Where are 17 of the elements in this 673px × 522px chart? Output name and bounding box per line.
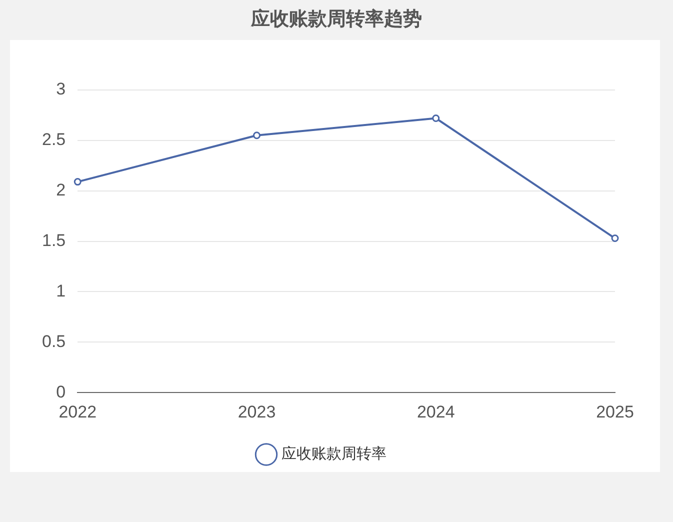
- y-tick-label: 2.5: [42, 130, 66, 150]
- legend-label: 应收账款周转率: [281, 444, 386, 462]
- y-tick-label: 1: [56, 281, 66, 300]
- point: [74, 178, 82, 186]
- y-tick-label: 3: [56, 80, 66, 99]
- x-tick-label: 2022: [58, 402, 97, 422]
- y-tick-label: 0: [56, 382, 66, 402]
- point: [611, 234, 619, 242]
- point: [432, 114, 440, 122]
- y-tick-label: 1.5: [42, 230, 66, 250]
- x-tick-label: 2024: [416, 402, 455, 422]
- chart-title: 应收账款周转率趋势: [250, 7, 423, 32]
- x-tick-label: 2025: [596, 402, 634, 422]
- x-tick-label: 2023: [238, 402, 276, 422]
- point: [253, 132, 261, 140]
- y-tick-label: 2: [56, 180, 66, 200]
- y-tick-label: 0.5: [42, 332, 66, 351]
